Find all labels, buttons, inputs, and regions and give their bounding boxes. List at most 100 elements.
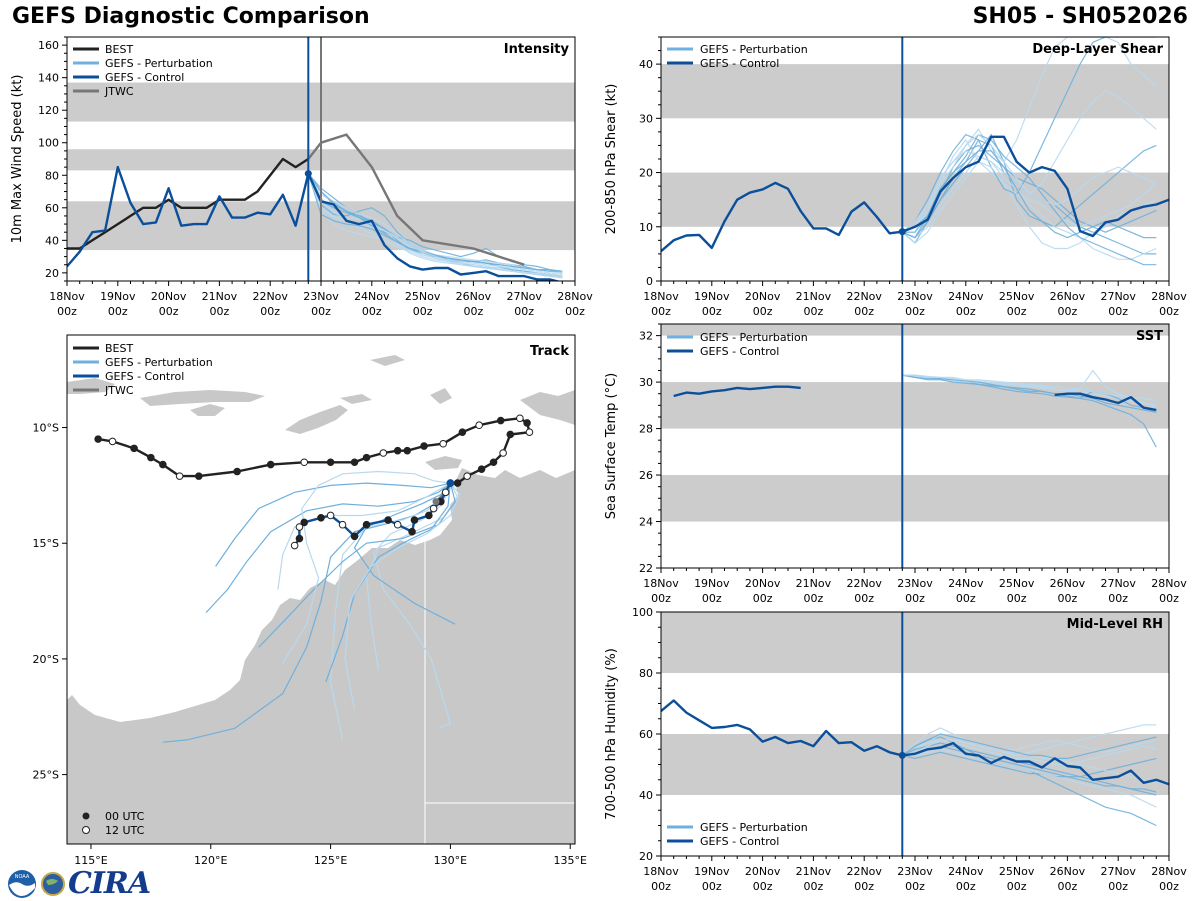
sst-title: SST — [1136, 329, 1163, 344]
flores-island — [140, 390, 265, 406]
legend-jtwc: JTWC — [104, 384, 134, 397]
shear-xtick-label: 27Nov — [1100, 290, 1136, 303]
intensity-legend: BEST GEFS - Perturbation GEFS - Control … — [73, 43, 213, 98]
shear-perturbation-line — [902, 144, 1157, 233]
rh-xtick-label: 00z — [1058, 880, 1078, 893]
rh-xtick-label: 21Nov — [796, 865, 832, 878]
shear-xtick-label: 26Nov — [1050, 290, 1086, 303]
best-00utc-point — [233, 467, 241, 476]
sst-ytick-label: 22 — [639, 562, 653, 575]
sst-xtick-label: 00z — [651, 592, 671, 605]
best-12utc-point — [108, 437, 117, 446]
control-00utc-point — [317, 513, 325, 522]
intensity-perturbation-lines — [307, 173, 563, 279]
control-12utc-point — [429, 504, 438, 513]
sst-xtick-label: 00z — [1058, 592, 1078, 605]
intensity-xtick-label: 00z — [210, 305, 230, 318]
rh-perturbation-line — [901, 727, 1157, 756]
track-title: Track — [530, 344, 569, 359]
rh-xtick-label: 23Nov — [897, 865, 933, 878]
shear-ytick-label: 10 — [639, 221, 653, 234]
rh-gefs-control-line — [661, 699, 1169, 786]
land-masses — [67, 355, 575, 844]
shear-ytick-label: 30 — [639, 112, 653, 125]
rh-ytick-label: 40 — [639, 789, 653, 802]
shear-perturbation-line — [902, 150, 1157, 239]
sst-xtick-label: 27Nov — [1100, 577, 1136, 590]
rh-perturbation-line — [901, 733, 1157, 760]
sst-xtick-label: 23Nov — [897, 577, 933, 590]
rh-xtick-label: 19Nov — [694, 865, 730, 878]
track-perturbation-line — [277, 482, 451, 590]
banda-islands — [370, 355, 405, 366]
track-xtick-label: 135°E — [553, 854, 586, 867]
sst-xtick-label: 00z — [905, 592, 925, 605]
intensity-xtick-label: 18Nov — [49, 290, 85, 303]
control-00utc-point — [384, 516, 392, 524]
shear-band-1 — [661, 64, 1169, 119]
track-xtick-label: 130°E — [434, 854, 467, 867]
shear-xtick-label: 22Nov — [846, 290, 882, 303]
shear-xtick-label: 00z — [1007, 305, 1027, 318]
intensity-xtick-label: 00z — [57, 305, 77, 318]
sst-xtick-label: 19Nov — [694, 577, 730, 590]
legend-perturbation: GEFS - Perturbation — [105, 57, 213, 70]
shear-xtick-label: 00z — [905, 305, 925, 318]
intensity-xtick-label: 26Nov — [456, 290, 492, 303]
rh-xtick-label: 00z — [702, 880, 722, 893]
control-12utc-point — [393, 520, 402, 529]
control-00utc-point — [408, 527, 416, 536]
best-12utc-point — [499, 449, 507, 457]
legend-control: GEFS - Control — [700, 345, 779, 358]
best-00utc-point — [159, 460, 167, 469]
sst-ytick-label: 32 — [639, 330, 653, 343]
best-12utc-point — [300, 458, 309, 467]
rh-xtick-label: 27Nov — [1100, 865, 1136, 878]
best-00utc-point — [393, 446, 402, 455]
sst-ytick-label: 24 — [639, 516, 653, 529]
sst-xtick-label: 00z — [702, 592, 722, 605]
shear-band-0 — [661, 172, 1169, 227]
rh-xtick-label: 00z — [854, 880, 874, 893]
shear-ytick-label: 0 — [646, 275, 653, 288]
shear-perturbation-line — [901, 160, 1157, 244]
rh-xtick-label: 20Nov — [745, 865, 781, 878]
best-00utc-point — [94, 435, 102, 443]
best-12utc-point — [475, 421, 483, 430]
intensity-ytick-label: 40 — [45, 234, 59, 247]
shear-ylabel: 200-850 hPa Shear (kt) — [604, 84, 619, 235]
rh-xtick-label: 00z — [651, 880, 671, 893]
intensity-ylabel: 10m Max Wind Speed (kt) — [10, 75, 25, 244]
best-12utc-point — [379, 449, 388, 457]
sst-xtick-label: 22Nov — [846, 577, 882, 590]
shear-xtick-label: 00z — [1159, 305, 1179, 318]
intensity-xtick-label: 00z — [108, 305, 128, 318]
rh-xtick-label: 26Nov — [1050, 865, 1086, 878]
sst-band-0 — [661, 475, 1169, 522]
sst-ylabel: Sea Surface Temp (°C) — [604, 373, 619, 520]
intensity-ytick-label: 60 — [45, 202, 59, 215]
shear-xtick-label: 19Nov — [694, 290, 730, 303]
intensity-xtick-label: 00z — [311, 305, 331, 318]
best-00utc-point — [350, 458, 359, 467]
shear-xtick-label: 00z — [956, 305, 976, 318]
intensity-xtick-label: 28Nov — [557, 290, 593, 303]
sst-xtick-label: 26Nov — [1050, 577, 1086, 590]
best-00utc-point — [477, 465, 486, 473]
track-xtick-label: 125°E — [314, 854, 347, 867]
tiwi-islands — [425, 456, 462, 470]
best-00utc-point — [130, 444, 138, 453]
legend-best: BEST — [105, 342, 133, 355]
shear-perturbation-line — [902, 133, 1157, 266]
sst-ytick-label: 28 — [639, 423, 653, 436]
wetar-island — [340, 394, 372, 404]
rh-ytick-label: 100 — [632, 606, 653, 619]
best-12utc-point — [439, 439, 448, 448]
best-12utc-point — [463, 472, 471, 480]
control-12utc-point — [441, 488, 450, 497]
shear-xtick-label: 00z — [1108, 305, 1128, 318]
rh-xtick-label: 24Nov — [948, 865, 984, 878]
legend-best: BEST — [105, 43, 133, 56]
legend-control: GEFS - Control — [105, 370, 184, 383]
intensity-best-line — [67, 157, 309, 250]
